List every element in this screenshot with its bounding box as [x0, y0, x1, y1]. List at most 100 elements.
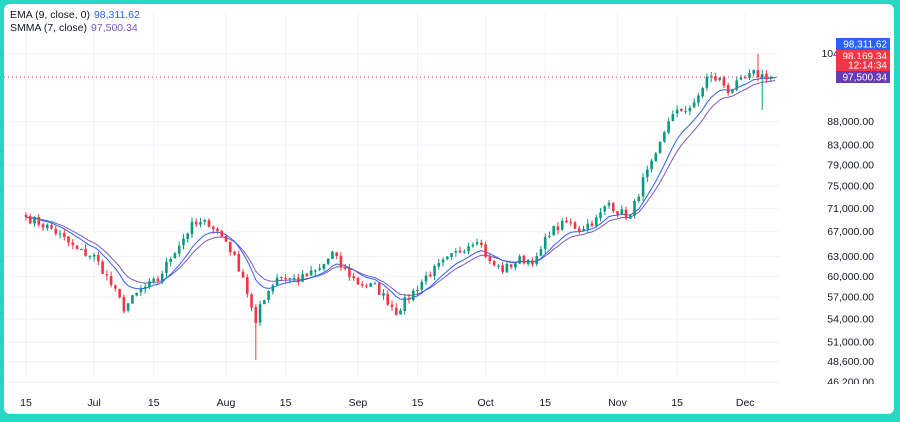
candle[interactable]: [173, 251, 177, 259]
candle[interactable]: [509, 264, 513, 270]
candle[interactable]: [407, 293, 411, 304]
candle[interactable]: [241, 268, 245, 278]
candle[interactable]: [748, 69, 751, 81]
candle[interactable]: [54, 225, 58, 236]
ema-legend[interactable]: EMA (9, close, 0) 98,311.62: [10, 9, 140, 21]
candle[interactable]: [428, 271, 432, 278]
candle[interactable]: [629, 213, 632, 219]
candle[interactable]: [322, 263, 326, 272]
candle[interactable]: [735, 76, 738, 92]
candle[interactable]: [50, 221, 53, 230]
candle[interactable]: [505, 261, 509, 273]
candle[interactable]: [484, 241, 487, 259]
candle[interactable]: [522, 254, 526, 265]
candle[interactable]: [590, 220, 594, 228]
candle[interactable]: [216, 227, 219, 235]
candle[interactable]: [701, 86, 704, 99]
candle[interactable]: [722, 75, 726, 89]
candle[interactable]: [258, 300, 262, 327]
candle[interactable]: [441, 257, 445, 267]
candle[interactable]: [301, 270, 304, 283]
candle[interactable]: [497, 264, 500, 270]
candle[interactable]: [420, 279, 424, 294]
candle[interactable]: [335, 252, 338, 260]
candle[interactable]: [382, 289, 385, 300]
candle[interactable]: [63, 228, 66, 241]
candle[interactable]: [24, 212, 28, 221]
candle[interactable]: [194, 218, 198, 228]
candle[interactable]: [646, 165, 649, 183]
candle[interactable]: [573, 220, 577, 229]
candle[interactable]: [399, 308, 402, 315]
candle[interactable]: [773, 77, 777, 79]
candle[interactable]: [480, 239, 483, 248]
candle[interactable]: [288, 277, 292, 284]
candle[interactable]: [211, 225, 215, 234]
candle[interactable]: [177, 241, 181, 258]
candle[interactable]: [411, 288, 415, 302]
candle[interactable]: [356, 276, 360, 285]
price-chart[interactable]: 104,000.0088,000.0083,000.0079,000.0075,…: [4, 4, 894, 414]
candle[interactable]: [552, 225, 556, 236]
candle[interactable]: [531, 257, 534, 268]
candle[interactable]: [92, 252, 96, 262]
candle[interactable]: [343, 263, 347, 271]
candle[interactable]: [348, 263, 351, 281]
candle[interactable]: [28, 213, 32, 225]
candle[interactable]: [424, 271, 428, 286]
candle[interactable]: [250, 292, 253, 312]
candle[interactable]: [556, 222, 560, 235]
candle[interactable]: [756, 53, 760, 82]
candle[interactable]: [267, 289, 270, 303]
candle[interactable]: [139, 285, 143, 296]
candle[interactable]: [488, 253, 492, 265]
candle[interactable]: [675, 105, 679, 118]
candle[interactable]: [603, 204, 607, 216]
candle[interactable]: [514, 263, 517, 271]
candle[interactable]: [186, 232, 190, 243]
candle[interactable]: [390, 300, 394, 311]
candle[interactable]: [705, 73, 709, 91]
candle[interactable]: [616, 210, 619, 218]
candle[interactable]: [292, 274, 296, 281]
candle[interactable]: [458, 246, 462, 254]
candle[interactable]: [114, 284, 117, 292]
candle[interactable]: [203, 218, 207, 225]
candle[interactable]: [352, 272, 355, 282]
candle[interactable]: [275, 273, 279, 287]
candle[interactable]: [105, 270, 109, 281]
candle[interactable]: [543, 233, 547, 254]
candle[interactable]: [560, 218, 564, 231]
candle[interactable]: [305, 273, 309, 277]
candle[interactable]: [671, 110, 675, 122]
candle[interactable]: [331, 250, 334, 260]
candle[interactable]: [67, 236, 70, 247]
candle[interactable]: [280, 276, 283, 282]
candle[interactable]: [152, 276, 155, 284]
candle[interactable]: [769, 75, 773, 83]
candle[interactable]: [569, 218, 573, 226]
candle[interactable]: [360, 281, 364, 288]
candle[interactable]: [326, 258, 330, 266]
candle[interactable]: [739, 74, 743, 81]
candle[interactable]: [403, 293, 407, 315]
candle[interactable]: [526, 259, 530, 267]
candle[interactable]: [565, 217, 568, 224]
candle[interactable]: [84, 244, 87, 257]
candle[interactable]: [284, 274, 287, 283]
candle[interactable]: [594, 214, 598, 228]
candle[interactable]: [228, 241, 232, 256]
candle[interactable]: [237, 250, 241, 273]
candle[interactable]: [131, 295, 134, 304]
candle[interactable]: [126, 302, 130, 313]
candle[interactable]: [71, 238, 75, 250]
candle[interactable]: [650, 158, 653, 173]
candle[interactable]: [726, 82, 730, 96]
candle[interactable]: [611, 201, 615, 214]
candle[interactable]: [539, 245, 543, 257]
candle[interactable]: [765, 70, 768, 83]
candle[interactable]: [160, 270, 164, 285]
candle[interactable]: [471, 242, 475, 248]
candle[interactable]: [339, 252, 343, 271]
candle[interactable]: [692, 98, 696, 108]
